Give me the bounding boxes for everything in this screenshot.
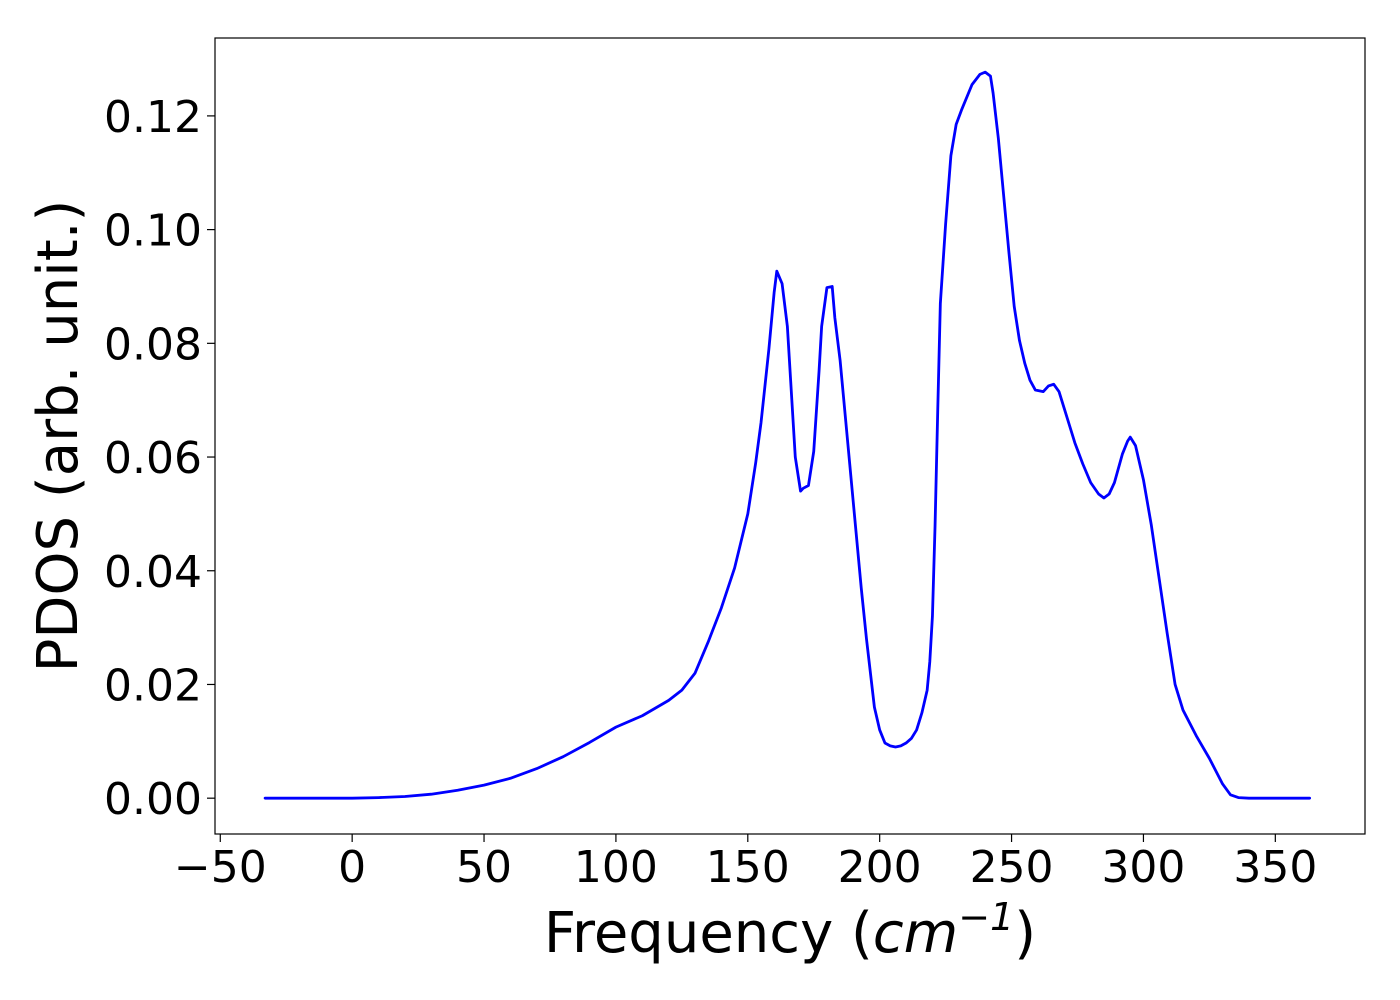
y-axis-ticks: 0.00 0.02 0.04 0.06 0.08 0.10 0.12 xyxy=(104,92,215,825)
pdos-series-line xyxy=(263,70,1312,800)
y-tick-label: 0.12 xyxy=(104,92,202,143)
y-tick-label: 0.04 xyxy=(104,547,202,598)
x-tick-label: −50 xyxy=(174,842,267,893)
y-tick-label: 0.02 xyxy=(104,660,202,711)
x-tick-label: 50 xyxy=(456,842,512,893)
y-axis-label: PDOS (arb. unit.) xyxy=(26,200,91,673)
x-tick-label: 150 xyxy=(706,842,790,893)
x-tick-label: 100 xyxy=(574,842,658,893)
x-tick-label: 350 xyxy=(1233,842,1317,893)
y-tick-label: 0.10 xyxy=(104,206,202,257)
x-tick-label: 300 xyxy=(1101,842,1185,893)
series-lines xyxy=(263,70,1312,800)
x-tick-label: 200 xyxy=(838,842,922,893)
plot-background xyxy=(215,38,1365,834)
y-tick-label: 0.08 xyxy=(104,319,202,370)
x-axis-label: Frequency (cm−1) xyxy=(544,895,1036,966)
plot-frame xyxy=(214,37,1366,835)
x-tick-label: 250 xyxy=(970,842,1054,893)
x-tick-label: 0 xyxy=(338,842,366,893)
x-axis-ticks: −50 0 50 100 150 200 250 300 350 xyxy=(174,834,1317,893)
y-tick-label: 0.06 xyxy=(104,433,202,484)
y-tick-label: 0.00 xyxy=(104,774,202,825)
